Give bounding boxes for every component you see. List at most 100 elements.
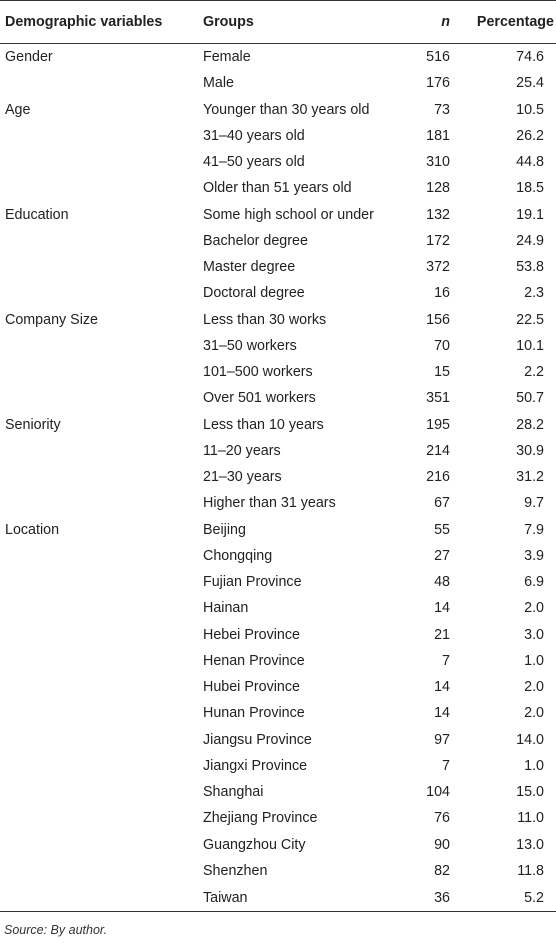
cell-variable — [0, 359, 200, 385]
cell-variable — [0, 70, 200, 96]
cell-percentage: 74.6 — [516, 49, 544, 66]
table-row: Bachelor degree 172 24.9 — [0, 228, 556, 254]
cell-variable — [0, 779, 200, 805]
table-row: Zhejiang Province 76 11.0 — [0, 805, 556, 831]
cell-percentage: 13.0 — [516, 836, 544, 853]
cell-n: 76 — [434, 810, 450, 827]
cell-group: Jiangxi Province — [203, 757, 308, 774]
cell-group: Younger than 30 years old — [203, 101, 370, 118]
table-row: Over 501 workers 351 50.7 — [0, 385, 556, 411]
cell-variable — [0, 700, 200, 726]
cell-variable — [0, 753, 200, 779]
cell-percentage: 1.0 — [524, 757, 544, 774]
cell-group: Shenzhen — [203, 862, 268, 879]
cell-group: Hubei Province — [203, 679, 300, 696]
cell-n: 48 — [434, 574, 450, 591]
table-row: Male 176 25.4 — [0, 70, 556, 96]
cell-percentage: 18.5 — [516, 180, 544, 197]
cell-group: 31–50 workers — [203, 337, 297, 354]
cell-n: 7 — [442, 652, 450, 669]
cell-variable — [0, 674, 200, 700]
cell-group: Less than 30 works — [203, 311, 327, 328]
cell-variable — [0, 123, 200, 149]
cell-variable — [0, 280, 200, 306]
cell-percentage: 26.2 — [516, 127, 544, 144]
source-note: Source: By author. — [4, 923, 108, 937]
cell-group: Male — [203, 75, 234, 92]
cell-group: Hainan — [203, 600, 249, 617]
table-row: Higher than 31 years 67 9.7 — [0, 490, 556, 516]
cell-group: Beijing — [203, 521, 246, 538]
cell-n: 70 — [434, 337, 450, 354]
cell-percentage: 2.2 — [524, 364, 544, 381]
cell-percentage: 3.0 — [524, 626, 544, 643]
table-row: Jiangsu Province 97 14.0 — [0, 727, 556, 753]
table-row: Older than 51 years old 128 18.5 — [0, 175, 556, 201]
header-group: Groups — [200, 0, 396, 44]
cell-n: 73 — [434, 101, 450, 118]
table-row: Doctoral degree 16 2.3 — [0, 280, 556, 306]
cell-variable — [0, 727, 200, 753]
cell-group: Guangzhou City — [203, 836, 306, 853]
cell-variable — [0, 648, 200, 674]
cell-variable — [0, 228, 200, 254]
table-row: Hainan 14 2.0 — [0, 595, 556, 621]
demographics-table: Demographic variables Groups n Percentag… — [0, 0, 556, 912]
cell-group: Master degree — [203, 259, 296, 276]
table-header: Demographic variables Groups n Percentag… — [0, 0, 556, 44]
cell-n: 516 — [426, 49, 450, 66]
table-row: 31–40 years old 181 26.2 — [0, 123, 556, 149]
cell-n: 14 — [434, 705, 450, 722]
table-row: 101–500 workers 15 2.2 — [0, 359, 556, 385]
table-row: Education Some high school or under 132 19.… — [0, 202, 556, 228]
cell-n: 21 — [434, 626, 450, 643]
cell-n: 128 — [426, 180, 450, 197]
cell-variable — [0, 333, 200, 359]
cell-n: 132 — [426, 206, 450, 223]
cell-variable — [0, 254, 200, 280]
cell-n: 310 — [426, 154, 450, 171]
cell-n: 214 — [426, 442, 450, 459]
cell-variable — [0, 490, 200, 516]
table-row: Gender Female 516 74.6 — [0, 44, 556, 71]
cell-percentage: 11.8 — [517, 862, 544, 879]
table-row: Seniority Less than 10 years 195 28.2 — [0, 412, 556, 438]
cell-group: Female — [203, 49, 251, 66]
cell-n: 372 — [426, 259, 450, 276]
table-row: Guangzhou City 90 13.0 — [0, 832, 556, 858]
table-row: Company Size Less than 30 works 156 22.5 — [0, 307, 556, 333]
cell-variable — [0, 832, 200, 858]
table-row: Hunan Province 14 2.0 — [0, 700, 556, 726]
table-row: 41–50 years old 310 44.8 — [0, 149, 556, 175]
cell-variable: Location — [5, 521, 60, 538]
cell-percentage: 50.7 — [516, 390, 544, 407]
cell-variable — [0, 569, 200, 595]
cell-group: Less than 10 years — [203, 416, 324, 433]
cell-n: 82 — [434, 862, 450, 879]
table-row: 31–50 workers 70 10.1 — [0, 333, 556, 359]
cell-n: 97 — [434, 731, 450, 748]
header-variable: Demographic variables — [0, 0, 200, 44]
cell-n: 104 — [426, 784, 450, 801]
cell-percentage: 6.9 — [524, 574, 544, 591]
cell-n: 216 — [426, 469, 450, 486]
cell-percentage: 22.5 — [516, 311, 544, 328]
table-row: Age Younger than 30 years old 73 10.5 — [0, 97, 556, 123]
cell-variable: Age — [5, 101, 31, 118]
cell-percentage: 2.0 — [524, 705, 544, 722]
cell-group: Zhejiang Province — [203, 810, 318, 827]
cell-percentage: 10.1 — [516, 337, 544, 354]
cell-n: 90 — [434, 836, 450, 853]
cell-percentage: 7.9 — [524, 521, 544, 538]
cell-percentage: 30.9 — [516, 442, 544, 459]
table-row: Master degree 372 53.8 — [0, 254, 556, 280]
table-row: Jiangxi Province 7 1.0 — [0, 753, 556, 779]
cell-group: 21–30 years — [203, 469, 282, 486]
cell-percentage: 9.7 — [524, 495, 544, 512]
cell-percentage: 5.2 — [458, 884, 556, 912]
cell-n: 15 — [434, 364, 450, 381]
header-n: n — [396, 0, 458, 44]
cell-group: Doctoral degree — [203, 285, 305, 302]
cell-n: 181 — [426, 127, 450, 144]
